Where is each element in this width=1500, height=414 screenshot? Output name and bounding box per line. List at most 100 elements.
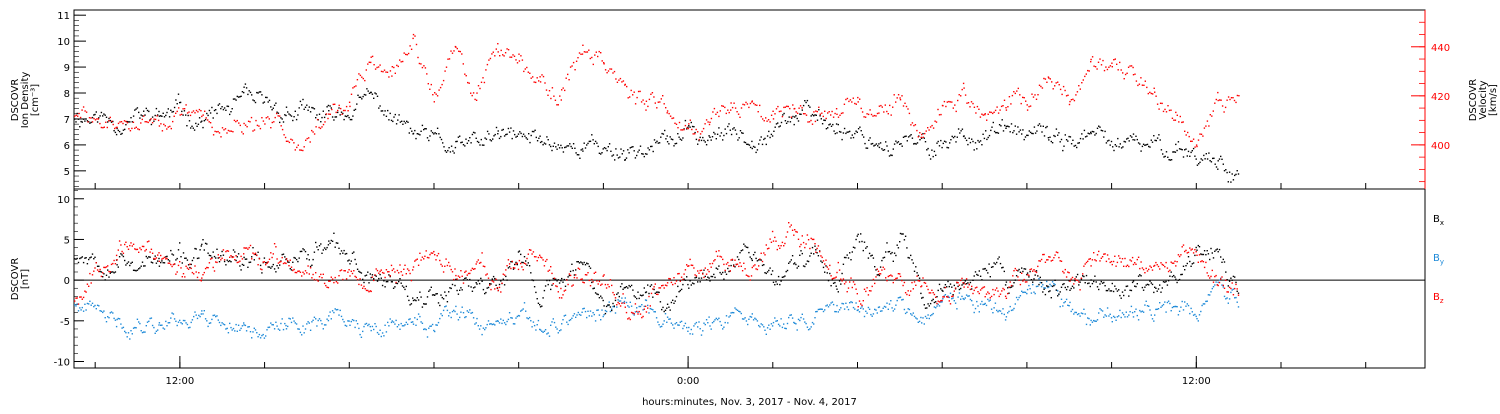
velocity-series-point: [1113, 59, 1115, 61]
bz-series-point: [951, 295, 953, 298]
bz-series-point: [897, 273, 900, 275]
bz-series-point: [79, 296, 81, 298]
by-series-point: [470, 312, 472, 314]
by-series-point: [1212, 286, 1215, 288]
velocity-series-point: [1022, 96, 1024, 99]
bx-series-point: [113, 272, 115, 274]
density-series-point: [1210, 161, 1213, 163]
bx-series-point: [1060, 286, 1063, 288]
by-series-point: [1070, 310, 1072, 313]
bz-series-point: [856, 293, 858, 295]
by-series-point: [295, 323, 298, 325]
bx-series-point: [597, 293, 599, 296]
bz-series-point: [93, 270, 95, 272]
bx-series-point: [896, 244, 898, 246]
bz-series-point: [752, 265, 755, 267]
density-series-point: [936, 142, 938, 144]
bx-series-point: [774, 284, 776, 286]
by-series-point: [893, 308, 896, 310]
velocity-series-point: [459, 50, 461, 53]
bz-series-point: [845, 281, 847, 283]
density-series-point: [236, 95, 238, 98]
by-series-point: [245, 330, 248, 332]
bz-series-point: [434, 254, 436, 256]
velocity-series-point: [179, 114, 181, 116]
by-series-point: [358, 327, 360, 330]
bx-series-point: [1048, 290, 1050, 293]
by-series-point: [344, 324, 346, 327]
velocity-series-point: [1114, 58, 1116, 60]
bz-series-point: [189, 263, 191, 265]
density-series-point: [191, 125, 193, 127]
by-series-point: [239, 329, 241, 331]
by-series-point: [556, 328, 558, 330]
by-series-point: [95, 308, 97, 310]
bz-series-point: [1088, 258, 1090, 260]
velocity-series-point: [643, 103, 646, 105]
bz-series-point: [1232, 294, 1235, 296]
density-series-point: [265, 96, 267, 99]
bx-series-point: [187, 264, 190, 266]
bx-series-point: [546, 279, 548, 282]
by-series-point: [747, 323, 749, 326]
by-series-point: [791, 317, 794, 319]
density-series-point: [904, 135, 906, 138]
velocity-series-point: [999, 109, 1001, 111]
by-series-point: [700, 334, 703, 336]
bx-series-point: [1080, 278, 1083, 280]
bx-series-point: [666, 303, 669, 305]
by-series-point: [1149, 309, 1151, 311]
bz-series-point: [662, 284, 664, 287]
velocity-series-point: [680, 129, 682, 131]
density-series-point: [707, 139, 709, 142]
density-series-point: [608, 143, 611, 145]
density-series-point: [911, 137, 914, 139]
velocity-series-point: [119, 121, 121, 123]
density-series-point: [417, 133, 420, 135]
density-series-point: [1063, 145, 1065, 147]
x-axis-label: hours:minutes, Nov. 3, 2017 - Nov. 4, 20…: [642, 397, 857, 408]
density-series-point: [287, 111, 289, 113]
density-series-point: [550, 145, 552, 148]
density-series-point: [1113, 149, 1115, 152]
density-series-point: [891, 154, 893, 157]
bz-series-point: [614, 297, 617, 299]
by-series-point: [639, 305, 642, 308]
velocity-series-point: [180, 113, 183, 116]
density-series-point: [503, 135, 506, 137]
bz-series-point: [1026, 281, 1028, 283]
by-series-point: [897, 297, 900, 299]
velocity-series-point: [198, 108, 201, 111]
by-series-point: [834, 310, 836, 313]
velocity-series-point: [561, 89, 563, 91]
density-series-point: [704, 141, 706, 143]
by-series-point: [1180, 306, 1182, 308]
bz-series-point: [968, 283, 970, 286]
bz-series-point: [1089, 258, 1091, 260]
bx-series-point: [796, 267, 798, 269]
by-series-point: [166, 325, 168, 327]
bz-series-point: [981, 287, 983, 290]
by-series-point: [530, 320, 532, 322]
bx-series-point: [430, 286, 432, 288]
bx-series-point: [703, 269, 705, 271]
velocity-series-point: [332, 103, 334, 106]
bx-series-point: [882, 257, 884, 259]
velocity-series-point: [471, 94, 473, 97]
velocity-series-point: [1108, 66, 1110, 68]
density-series-point: [252, 99, 254, 101]
by-series-point: [348, 320, 350, 322]
bx-series-point: [725, 273, 728, 275]
bz-series-point: [215, 261, 217, 263]
velocity-series-point: [365, 69, 367, 71]
density-series-point: [1221, 158, 1223, 160]
density-series-point: [845, 132, 847, 135]
by-series-point: [611, 308, 613, 310]
density-series-point: [507, 127, 510, 130]
bz-series-point: [288, 265, 290, 267]
density-series-point: [158, 115, 161, 117]
bz-series-point: [1195, 251, 1197, 253]
bz-series-point: [1047, 259, 1049, 261]
bz-series-point: [355, 276, 357, 279]
b-axis-label: [nT]: [20, 269, 31, 289]
